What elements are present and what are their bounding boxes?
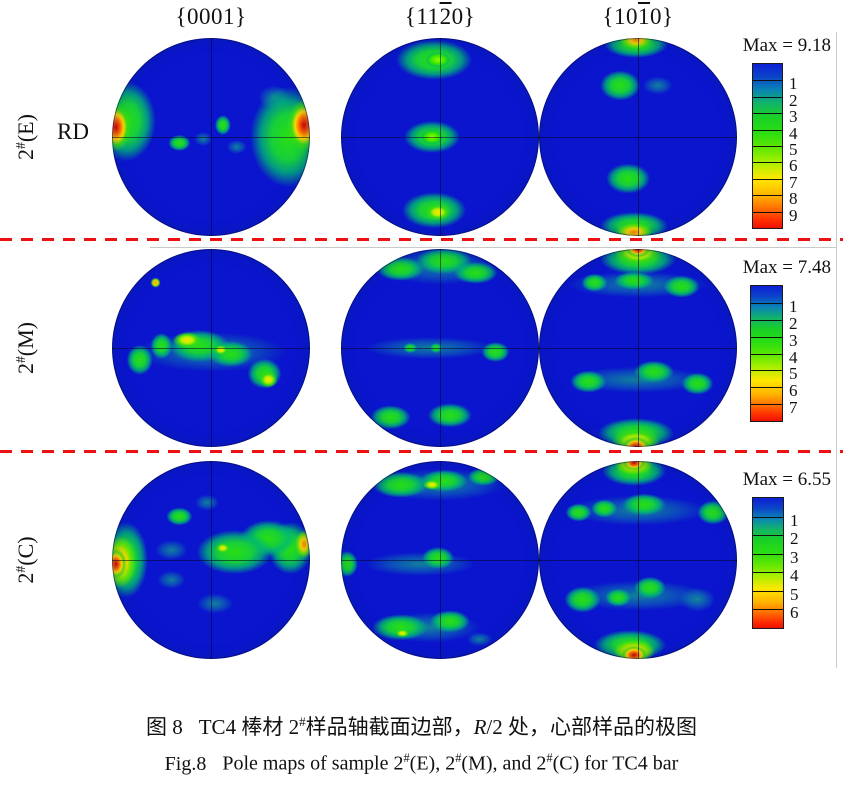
- caption-figure-number: Fig.8: [164, 752, 207, 775]
- pole-figure-2C-0001: [112, 461, 310, 659]
- colorbar-tick: [753, 553, 783, 555]
- colorbar-tick: [753, 535, 783, 537]
- colorbar-tick-label: 5: [789, 139, 798, 159]
- colorbar-tick-label: 1: [789, 296, 798, 316]
- pole-figure-2M-0001: [112, 249, 310, 447]
- colorbar-tick-label: 2: [790, 529, 799, 549]
- colorbar-tick: [753, 572, 783, 574]
- crosshair-vertical: [638, 249, 639, 447]
- colorbar-tick: [753, 195, 782, 197]
- colorbar-tick: [753, 609, 783, 611]
- header-overbar-digit: 2: [439, 4, 452, 29]
- colorbar-tick: [753, 590, 783, 592]
- header-overbar-digit: 1: [638, 4, 650, 29]
- row-label-2E: 2#(E): [12, 114, 39, 160]
- colorbar-tick: [753, 516, 783, 518]
- header-text: {0001}: [175, 4, 247, 29]
- colorbar-tick-label: 1: [789, 74, 798, 94]
- colorbar-tick: [753, 113, 782, 115]
- crosshair-vertical: [638, 461, 639, 659]
- colorbar-tick: [753, 162, 782, 164]
- colorbar-tick-label: 3: [790, 547, 799, 567]
- colorbar-tick: [753, 129, 782, 131]
- row-label-2M: 2#(M): [12, 321, 39, 375]
- header-text: {10: [602, 4, 638, 29]
- colorbar-tick-label: 7: [789, 172, 798, 192]
- colorbar-tick: [753, 178, 782, 180]
- pole-figure-2C-1120: [341, 461, 539, 659]
- column-header-0001: {0001}: [131, 4, 291, 30]
- colorbar-tick-label: 6: [789, 156, 798, 176]
- colorbar-tick-label: 2: [789, 313, 798, 333]
- column-header-1120: {1120}: [360, 4, 520, 30]
- pole-figure-2M-1010: [539, 249, 737, 447]
- colorbar-tick-label: 6: [789, 381, 798, 401]
- caption-english: Fig.8 Pole maps of sample 2#(E), 2#(M), a…: [164, 751, 679, 775]
- colorbar-tick: [751, 404, 782, 406]
- colorbar-tick-label: 1: [790, 510, 799, 530]
- crosshair-vertical: [211, 461, 212, 659]
- caption-figure-number: 图 8: [145, 715, 183, 739]
- header-text: 0}: [650, 4, 674, 29]
- max-value-label: Max = 7.48: [742, 257, 831, 278]
- row-label-2C: 2#(C): [12, 536, 39, 584]
- colorbar-tick-label: 6: [790, 603, 799, 623]
- column-header-1010: {1010}: [558, 4, 718, 30]
- pole-figure-2E-1120: [341, 38, 539, 236]
- crosshair-vertical: [211, 249, 212, 447]
- pole-figure-2M-1120: [341, 249, 539, 447]
- colorbar-tick: [751, 353, 782, 355]
- colorbar-tick: [751, 319, 782, 321]
- max-value-label: Max = 6.55: [742, 469, 831, 490]
- colorbar-tick: [751, 370, 782, 372]
- colorbar-tick-label: 4: [789, 347, 798, 367]
- caption-chinese: 图 8 TC4 棒材 2#样品轴截面边部，R/2 处，心部样品的极图: [145, 714, 698, 739]
- colorbar-tick: [753, 211, 782, 213]
- colorbar-tick-label: 3: [789, 107, 798, 127]
- colorbar-tick: [753, 146, 782, 147]
- hairline-vertical: [836, 32, 837, 668]
- max-value-label: Max = 9.18: [742, 35, 831, 56]
- colorbar-tick-label: 3: [789, 330, 798, 350]
- header-text: {11: [404, 4, 440, 29]
- colorbar-tick-label: 8: [789, 189, 798, 209]
- crosshair-vertical: [211, 38, 212, 236]
- colorbar-tick-label: 2: [789, 90, 798, 110]
- row-separator-dashed-line: [0, 450, 843, 453]
- colorbar-tick-label: 4: [789, 123, 798, 143]
- colorbar-tick: [751, 336, 782, 338]
- pole-figure-2E-1010: [539, 38, 737, 236]
- colorbar-tick: [751, 302, 782, 304]
- crosshair-vertical: [440, 38, 441, 236]
- row-separator-dashed-line: [0, 238, 843, 241]
- pole-figure-2E-0001: [112, 38, 310, 236]
- rd-direction-label: RD: [57, 119, 89, 144]
- colorbar-tick-label: 4: [790, 566, 799, 586]
- colorbar-tick-label: 5: [790, 584, 799, 604]
- colorbar-tick-label: 7: [789, 398, 798, 418]
- hairline-horizontal: [150, 247, 836, 248]
- colorbar-tick: [753, 96, 782, 98]
- crosshair-vertical: [440, 461, 441, 659]
- colorbar-tick: [753, 80, 782, 82]
- pole-figure-2C-1010: [539, 461, 737, 659]
- colorbar-tick: [751, 387, 782, 389]
- crosshair-vertical: [440, 249, 441, 447]
- header-text: 0}: [451, 4, 476, 29]
- colorbar-tick-label: 9: [789, 205, 798, 225]
- crosshair-vertical: [638, 38, 639, 236]
- colorbar-tick-label: 5: [789, 364, 798, 384]
